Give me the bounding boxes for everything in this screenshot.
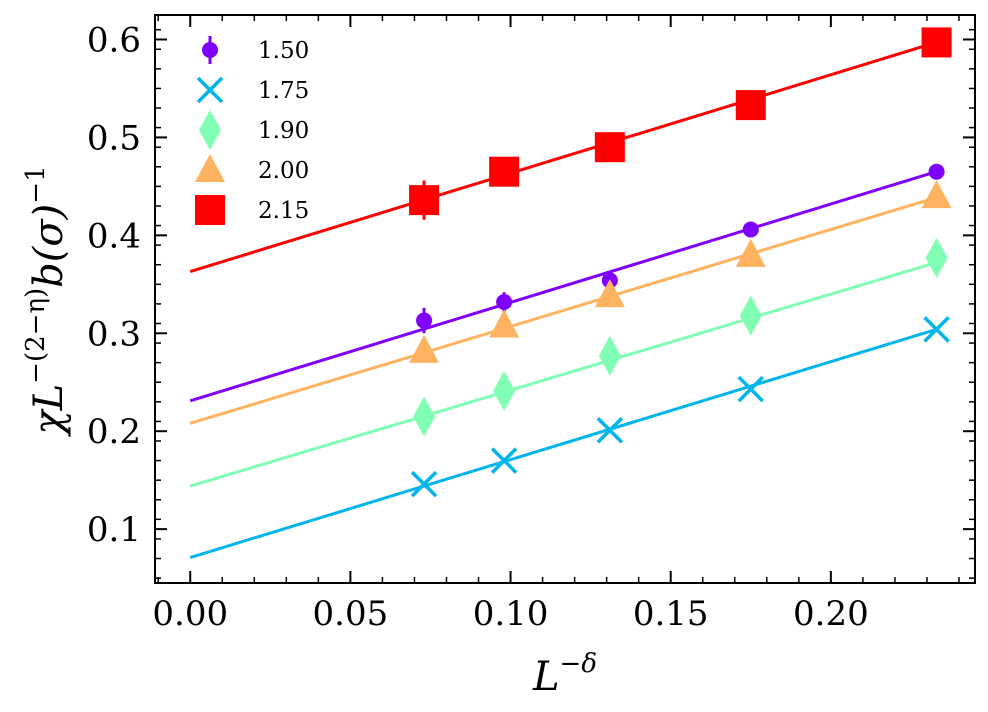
data-point-2.00: [921, 180, 952, 209]
fit-line-1.50: [189, 170, 938, 403]
legend-label: 2.15: [258, 198, 309, 224]
fit-line-1.75: [189, 327, 938, 559]
legend-marker-1.75-stroke: [196, 76, 224, 104]
y-axis-label-sup2: −1: [21, 165, 51, 203]
data-point-1.75-stroke: [596, 416, 624, 444]
y-tick-label: 0.5: [87, 118, 141, 158]
data-point-1.90: [493, 371, 516, 412]
legend-marker-1.50: [202, 42, 218, 58]
y-tick-label: 0.1: [87, 510, 141, 550]
plot-frame: [154, 14, 976, 584]
data-point-1.75-stroke: [737, 375, 765, 403]
x-axis-label: L−δ: [532, 649, 597, 700]
data-markers: [409, 27, 952, 498]
x-tick-label: 0.00: [152, 594, 228, 634]
data-point-1.75-stroke: [490, 447, 518, 474]
y-tick-label: 0.6: [87, 20, 141, 60]
data-point-1.50: [928, 163, 945, 180]
data-point-1.75-stroke: [923, 316, 950, 343]
legend-label: 2.00: [258, 158, 309, 184]
legend-marker-1.90: [199, 110, 221, 150]
data-point-2.15: [735, 90, 766, 121]
legend-marker-2.00: [195, 154, 225, 182]
data-point-1.75: [737, 375, 765, 403]
x-tick-label: 0.20: [793, 594, 869, 634]
fit-line-2.00: [189, 196, 937, 425]
data-point-1.75: [490, 447, 518, 474]
legend-label: 1.90: [258, 118, 309, 144]
fit-line-2.15: [189, 40, 938, 274]
data-point-1.90: [413, 396, 436, 437]
data-point-1.90: [598, 335, 621, 376]
x-axis-label-base: L: [532, 654, 560, 700]
fit-line-1.90: [189, 260, 937, 488]
data-point-1.50: [416, 312, 433, 329]
y-axis-label-b: b(σ): [26, 204, 72, 288]
data-point-1.75-stroke: [410, 470, 438, 498]
data-point-2.00: [409, 334, 440, 363]
data-point-2.15: [594, 132, 625, 163]
x-tick-label: 0.10: [473, 594, 549, 634]
data-point-1.90: [925, 237, 948, 278]
y-axis-label-chi: χ: [26, 408, 72, 438]
data-point-1.75: [596, 416, 624, 444]
y-tick-label: 0.2: [87, 412, 141, 452]
data-point-2.00: [735, 238, 766, 267]
fit-lines: [189, 40, 938, 559]
legend-label: 1.75: [258, 78, 309, 104]
data-point-1.90: [739, 295, 762, 336]
tick-labels: 0.00 0.05 0.10 0.15 0.20 0.1 0.2 0.3 0.4 0.5 0.6: [87, 20, 869, 634]
x-tick-label: 0.15: [633, 594, 709, 634]
x-tick-label: 0.05: [313, 594, 389, 634]
data-point-1.75: [410, 470, 438, 498]
legend: 1.50 1.75 1.90 2.00 2.15: [195, 36, 309, 225]
data-point-1.50: [496, 293, 513, 310]
data-point-2.00: [489, 309, 520, 338]
data-point-2.15: [489, 156, 520, 187]
legend-marker-1.75: [196, 76, 224, 104]
legend-label: 1.50: [258, 38, 309, 64]
data-point-2.15: [409, 185, 440, 216]
y-axis-label: χL−(2−η)b(σ)−1: [21, 165, 72, 437]
data-point-1.50: [742, 221, 759, 238]
y-tick-label: 0.3: [87, 314, 141, 354]
y-axis-label-sup: −(2−η): [21, 288, 51, 384]
x-axis-label-sup: −δ: [560, 649, 597, 679]
data-point-2.15: [921, 27, 952, 58]
y-axis-label-L: L: [26, 384, 72, 412]
data-point-1.75: [923, 316, 950, 343]
y-tick-label: 0.4: [87, 216, 141, 256]
legend-marker-2.15: [195, 195, 225, 225]
data-point-2.00: [594, 279, 625, 308]
